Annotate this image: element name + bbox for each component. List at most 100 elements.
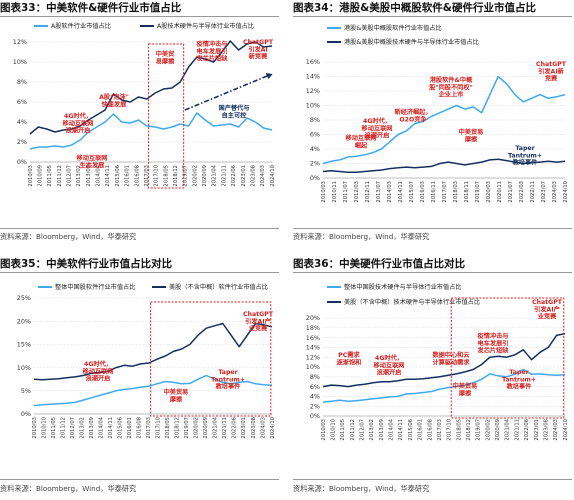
x-tick-label: 2010/09 xyxy=(37,165,43,187)
y-tick-label: 0% xyxy=(21,410,31,418)
annotation: ChatGPT 引发AI产业竞赛 xyxy=(532,299,563,321)
x-tick-label: 2015/07 xyxy=(409,181,415,203)
source-note: 资料来源：Bloomberg，Wind，华泰研究 xyxy=(0,484,137,493)
y-tick-label: 20% xyxy=(17,317,31,325)
x-tick-label: 2024/03 xyxy=(260,417,266,439)
x-tick-label: 2014/11 xyxy=(398,181,404,203)
y-tick-label: 8% xyxy=(310,373,320,381)
series-line-0 xyxy=(322,75,566,165)
x-tick-label: 2016/11 xyxy=(431,181,437,203)
x-tick-label: 2015/06 xyxy=(117,417,123,439)
annotation-line: Tantrum+ xyxy=(502,376,536,383)
annotation-line: 股"同股不同权" xyxy=(429,83,473,91)
x-tick-label: 2014/04 xyxy=(96,164,102,186)
annotation: ChatGPT 引发AI产业竞赛 xyxy=(243,311,274,333)
y-tick-label: 14% xyxy=(306,73,320,81)
y-tick-label: 0% xyxy=(17,158,27,166)
title-divider xyxy=(293,16,572,17)
source-divider xyxy=(293,228,572,229)
x-tick-label: 2021/11 xyxy=(222,417,228,439)
y-tick-label: 5% xyxy=(21,387,31,395)
annotation-line: 摩擦 xyxy=(464,135,478,143)
x-tick-label: 2016/08 xyxy=(427,419,433,441)
panel-chart-36: 图表36：中美硬件行业市值占比对比 整体中国股技术硬件与半导体行业市值占比 美股（… xyxy=(293,256,572,500)
x-tick-label: 2020/09 xyxy=(202,165,208,187)
x-tick-label: 2014/03 xyxy=(387,181,393,203)
y-tick-label: 8% xyxy=(17,78,27,86)
annotation-line: PC需求 xyxy=(338,351,360,359)
series-line-1 xyxy=(322,158,566,173)
annotation-line: 教培事件 xyxy=(215,383,242,391)
annotation: Taper Tantrum+教培事件 xyxy=(508,145,542,167)
annotation: 4G时代，移动互联网浪潮开启 xyxy=(83,360,114,383)
x-tick-label: 2012/03 xyxy=(354,181,360,203)
annotation-line: 移动互联网 xyxy=(346,134,377,142)
panel-chart-34: 图表34：港股&美股中概股软件&硬件行业市值占比 港股&美股中概股软件行业市值占… xyxy=(293,0,572,245)
chart-33-svg: A股软件行业市值占比 A股技术硬件与半导体行业市值占比 0% 2% 4% 6% 8% 10% 1… xyxy=(13,22,276,189)
annotation-line: 4G时代， xyxy=(64,112,92,120)
panel-chart-33: 图表33：中美软件&硬件行业市值占比 A股软件行业市值占比 A股技术硬件与半导体行… xyxy=(0,0,279,245)
y-tick-label: 12% xyxy=(306,353,320,361)
y-tick-label: 12% xyxy=(306,87,320,95)
x-tick-label: 2020/09 xyxy=(203,417,209,439)
annotation: 中美贸易摩擦 xyxy=(155,50,175,65)
annotation-line: ChatGPT xyxy=(532,299,563,306)
panel-title: 图表35：中美软件行业市值占比对比 xyxy=(0,258,173,270)
x-tick-label: 2012/07 xyxy=(67,165,73,187)
annotation: 移动互联网崛起 xyxy=(346,134,377,149)
annotation-line: 浪潮开启 xyxy=(86,375,111,383)
annotation: PC需求逐渐饱和 xyxy=(337,351,362,366)
annotation-line: 电车发展引 xyxy=(197,47,228,55)
x-tick-label: 2020/11 xyxy=(497,181,503,203)
x-tick-label: 2020/02 xyxy=(485,419,491,441)
x-tick-label: 2016/01 xyxy=(125,165,131,187)
annotation-line: 竞赛 xyxy=(545,75,558,83)
x-tick-label: 2024/10 xyxy=(563,419,569,441)
x-tick-label: 2016/01 xyxy=(127,417,133,439)
x-tick-label: 2011/05 xyxy=(47,165,53,187)
annotation: 4G时代，移动互联网浪潮开启 xyxy=(362,117,393,140)
annotation-line: 浪潮开启 xyxy=(365,132,390,140)
legend-label-0: 整体中国股软件行业市值占比 xyxy=(55,283,135,291)
x-tick-label: 2017/03 xyxy=(437,419,443,441)
annotation-line: 摩擦 xyxy=(169,395,183,403)
y-tick-label: 10% xyxy=(306,363,320,371)
x-tick-label: 2011/12 xyxy=(350,419,356,441)
x-tick-label: 2023/08 xyxy=(543,419,549,441)
annotation-line: 中美贸 xyxy=(156,50,175,58)
legend-label-0: 整体中国股技术硬件与半导体行业市值占比 xyxy=(344,283,462,291)
x-tick-label: 2017/10 xyxy=(156,417,162,439)
annotation-line: 快速发展 xyxy=(102,100,128,108)
annotation-line: 4G时代， xyxy=(375,354,403,362)
x-tick-label: 2019/07 xyxy=(476,419,482,441)
trend-arrow-line xyxy=(184,74,270,111)
x-tick-label: 2018/05 xyxy=(163,165,169,187)
x-tick-label: 2020/02 xyxy=(194,417,200,439)
annotation: Taper Tantrum+教培事件 xyxy=(211,369,245,391)
annotation: 中美贸易摩擦 xyxy=(164,388,189,403)
annotation-line: O2O竞争 xyxy=(399,115,427,123)
annotation: 新经济崛起， O2O竞争 xyxy=(394,108,431,123)
y-tick-label: 6% xyxy=(17,98,27,106)
annotation-line: 教培事件 xyxy=(512,159,539,167)
annotation: A股"泡沫"快速发展 xyxy=(99,93,129,108)
y-tick-label: 4% xyxy=(310,145,320,153)
chart-35-svg: 整体中国股软件行业市值占比 美股（不含中概）软件行业市值占比 0% 5% 10% 15% 2… xyxy=(17,283,276,439)
x-tick-label: 2017/03 xyxy=(146,417,152,439)
annotation-line: 数据中心和云 xyxy=(432,351,469,359)
annotation-line: 疫情冲击与 xyxy=(478,332,509,340)
annotation-line: 业竞赛 xyxy=(538,313,557,321)
annotation-line: 摩擦 xyxy=(458,389,472,397)
x-tick-label: 2014/04 xyxy=(389,418,395,440)
x-tick-label: 2021/04 xyxy=(212,164,218,186)
annotation-line: 电车发展引 xyxy=(478,339,509,347)
event-highlight-box xyxy=(150,301,272,417)
source-note: 资料来源：Bloomberg，Wind，华泰研究 xyxy=(0,232,137,241)
x-tick-label: 2022/06 xyxy=(524,419,530,441)
series-line-1 xyxy=(29,40,273,135)
x-tick-label: 2015/06 xyxy=(408,419,414,441)
chart-36-svg: 整体中国股技术硬件与半导体行业市值占比美股（不含中概）技术硬件与半导体行业市值占… xyxy=(306,283,569,441)
annotation-line: 4G时代， xyxy=(84,360,112,368)
annotation-line: ChatGPT xyxy=(243,39,274,46)
panel-title: 图表33：中美软件&硬件行业市值占比 xyxy=(0,2,182,14)
